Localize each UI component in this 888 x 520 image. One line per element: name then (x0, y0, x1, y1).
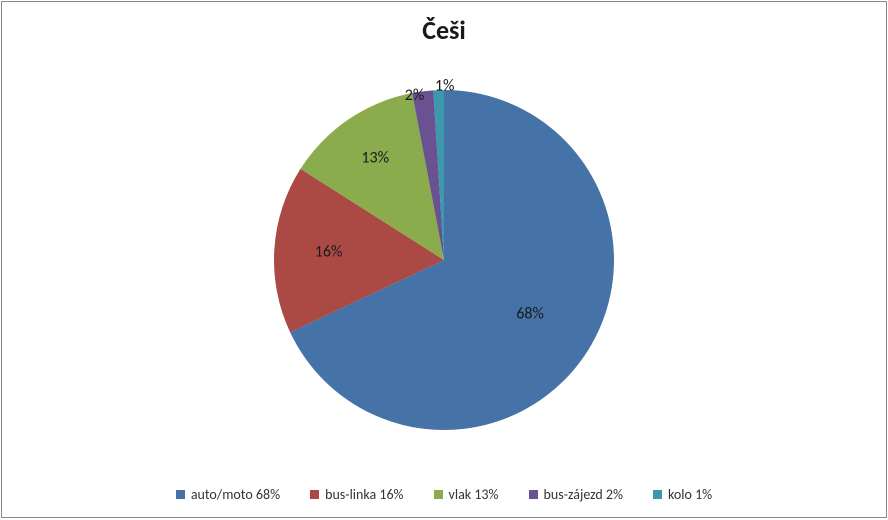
legend-item-bus-linka: bus-linka 16% (310, 486, 403, 503)
legend-swatch (529, 490, 538, 499)
legend-swatch (176, 490, 185, 499)
slice-label-vlak: 13% (361, 148, 389, 167)
legend-swatch (434, 490, 443, 499)
chart-title: Češi (2, 14, 886, 46)
legend-label: kolo 1% (668, 486, 712, 503)
legend-label: bus-linka 16% (325, 486, 403, 503)
pie-chart: 68% 16% 13% 2% 1% (244, 60, 644, 460)
pie-area: 68% 16% 13% 2% 1% (2, 62, 886, 457)
legend-item-vlak: vlak 13% (434, 486, 499, 503)
legend-item-kolo: kolo 1% (653, 486, 712, 503)
legend-label: vlak 13% (449, 486, 499, 503)
legend-label: auto/moto 68% (191, 486, 280, 503)
slice-label-kolo: 1% (435, 76, 455, 95)
slice-label-auto-moto: 68% (516, 304, 544, 323)
legend-swatch (310, 490, 319, 499)
legend-label: bus-zájezd 2% (544, 486, 624, 503)
legend-item-bus-z-jezd: bus-zájezd 2% (529, 486, 624, 503)
legend: auto/moto 68% bus-linka 16% vlak 13% bus-zá… (2, 486, 886, 503)
slice-label-bus-linka: 16% (315, 242, 343, 261)
legend-item-auto-moto: auto/moto 68% (176, 486, 280, 503)
chart-container: Češi 68% 16% 13% 2% 1% auto/moto 68% bus-link… (1, 1, 887, 518)
legend-swatch (653, 490, 662, 499)
slice-label-bus-z-jezd: 2% (405, 85, 425, 104)
